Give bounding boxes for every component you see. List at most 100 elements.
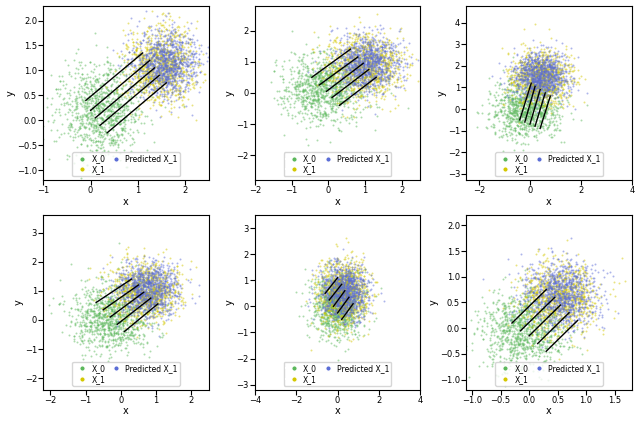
Point [532,91,543,97]
Point [554,298,564,305]
Point [115,274,125,281]
Point [76,323,86,330]
Point [160,68,170,75]
Point [540,327,550,334]
Point [357,259,367,266]
Point [349,293,360,300]
Point [534,67,544,73]
Point [347,315,357,322]
Point [324,281,334,288]
Point [174,50,184,57]
Point [324,294,335,301]
Point [314,269,324,276]
Point [143,77,153,84]
Point [74,323,84,330]
Point [515,83,525,89]
Point [559,275,569,281]
Point [536,65,546,71]
Point [348,297,358,304]
Point [179,32,189,39]
Point [366,43,376,49]
Point [355,300,365,307]
Point [348,293,358,300]
Point [111,115,121,122]
Point [541,83,552,90]
Point [532,330,543,336]
Point [524,108,534,115]
Point [519,104,529,111]
Point [124,300,134,306]
Point [360,48,371,54]
Point [536,128,546,135]
Point [368,69,378,76]
Point [124,298,134,304]
Point [532,54,543,61]
Point [175,56,186,63]
Point [141,303,152,309]
Point [145,302,156,308]
Point [149,273,159,280]
Point [527,36,538,43]
Point [559,78,569,85]
Point [126,29,136,36]
Point [77,74,88,81]
Point [502,111,512,117]
Point [524,276,534,283]
Point [156,62,166,68]
Point [343,96,353,103]
Point [128,39,138,46]
Point [100,293,111,300]
Point [344,336,354,343]
Point [154,61,164,68]
Point [347,81,357,87]
Point [165,32,175,39]
Point [93,107,104,114]
Point [545,78,556,85]
Point [319,281,329,288]
Point [540,59,550,66]
Point [559,292,570,299]
Point [136,317,147,324]
Point [325,294,335,300]
Point [153,57,163,63]
Point [548,56,559,62]
Point [75,120,85,127]
Point [324,98,335,105]
Point [567,300,577,306]
Point [566,78,577,84]
Point [358,43,368,50]
Point [346,274,356,281]
Point [519,70,529,76]
Point [308,272,318,279]
Point [291,92,301,99]
Point [305,72,315,79]
Point [333,277,344,284]
Point [541,70,551,76]
Point [532,137,542,143]
Point [522,338,532,344]
Point [544,47,554,54]
Point [552,265,563,271]
Point [541,72,551,79]
Point [152,45,162,52]
Point [351,57,361,63]
Point [577,297,587,304]
Point [588,287,598,294]
Point [176,66,186,73]
Point [149,51,159,57]
Point [340,274,351,281]
Point [546,59,556,65]
Point [505,325,515,332]
Point [369,63,380,70]
Point [352,268,362,275]
Point [148,73,159,80]
Point [316,77,326,84]
Point [524,330,534,337]
Point [517,70,527,76]
Point [163,75,173,82]
Point [306,71,316,78]
Point [512,81,522,88]
Point [302,73,312,80]
Point [524,73,534,79]
Point [354,61,364,68]
